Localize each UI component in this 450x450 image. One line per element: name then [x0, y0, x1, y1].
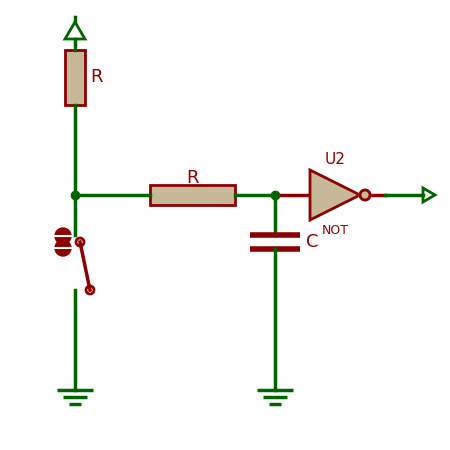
- Polygon shape: [310, 170, 360, 220]
- Text: R: R: [186, 169, 199, 187]
- Text: C: C: [306, 233, 319, 251]
- Text: NOT: NOT: [321, 224, 348, 237]
- Text: U2: U2: [324, 153, 346, 167]
- Bar: [65, 50, 85, 105]
- Bar: [150, 185, 235, 205]
- Circle shape: [360, 190, 370, 200]
- Circle shape: [55, 240, 71, 256]
- Circle shape: [55, 228, 71, 244]
- Text: R: R: [90, 68, 103, 86]
